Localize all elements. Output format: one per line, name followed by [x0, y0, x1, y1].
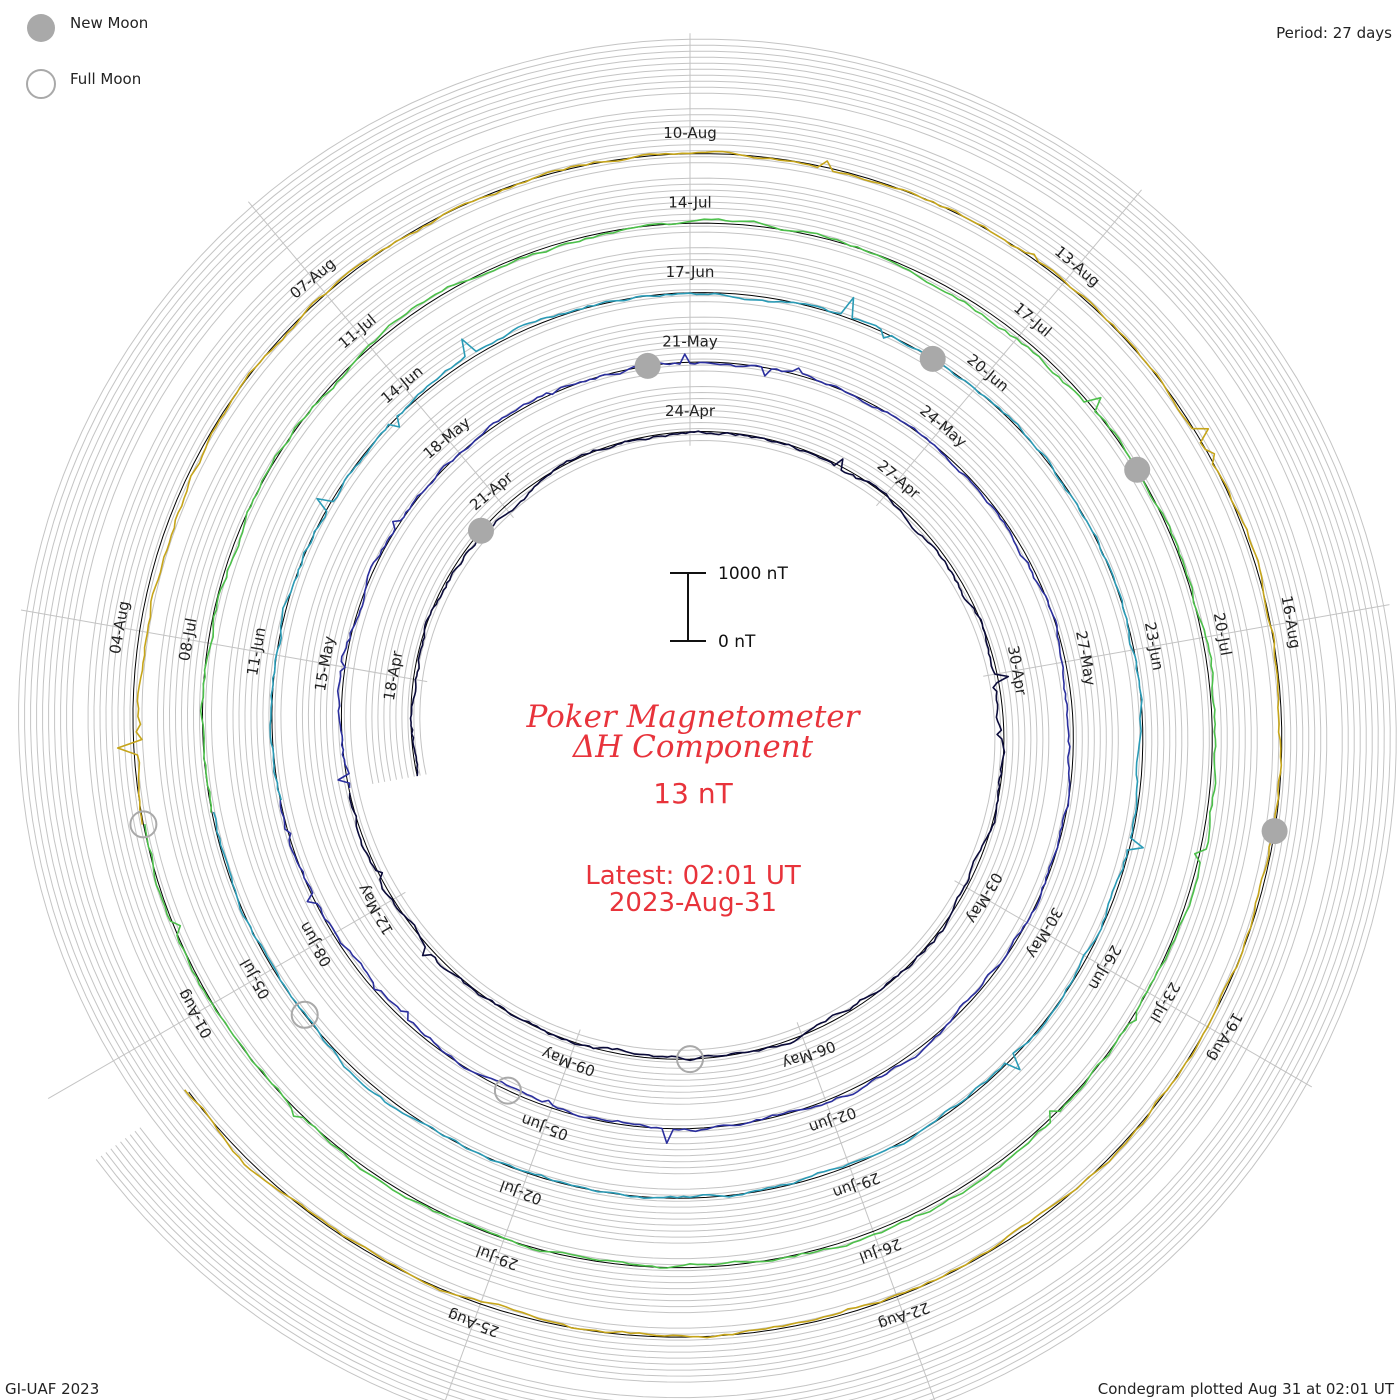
- chart-title-line2: ΔH Component: [572, 729, 814, 765]
- full-moon-marker: [493, 1076, 522, 1105]
- legend-new-moon-label: New Moon: [70, 14, 148, 32]
- full-moon-marker: [290, 1000, 319, 1029]
- date-label: 17-Jun: [666, 263, 715, 281]
- date-label: 16-Aug: [1277, 594, 1304, 650]
- full-moon-marker: [676, 1045, 704, 1074]
- trace-cycle-4: [144, 218, 1217, 1269]
- grid-spoke: [444, 1029, 581, 1400]
- chart-title-line1: Poker Magnetometer: [526, 699, 862, 735]
- new-moon-marker: [919, 345, 946, 372]
- grid-spiral: [36, 56, 1379, 1400]
- legend-full-moon-label: Full Moon: [70, 70, 141, 88]
- date-label: 08-Jul: [175, 617, 200, 663]
- date-label: 27-May: [1072, 629, 1099, 687]
- grid-spoke: [796, 1022, 936, 1400]
- grid-spiral: [72, 92, 1343, 1399]
- grid-spoke: [247, 201, 514, 518]
- trace-cycle-1: [348, 430, 1010, 1062]
- grid-spoke: [954, 880, 1313, 1088]
- date-label: 11-Jul: [335, 311, 380, 353]
- date-label: 30-Apr: [1004, 644, 1031, 697]
- trace-cycle-5: [116, 150, 1283, 1339]
- new-moon-marker: [1261, 818, 1288, 845]
- grid-spiral: [54, 74, 1361, 1400]
- trace-cycle-3: [212, 292, 1144, 1199]
- scale-top-label: 1000 nT: [718, 564, 788, 584]
- moon-markers: [129, 345, 1288, 1105]
- current-value: 13 nT: [653, 777, 733, 810]
- new-moon-marker: [1124, 456, 1151, 483]
- date-label: 10-Aug: [663, 124, 716, 142]
- scale-bottom-label: 0 nT: [718, 632, 756, 652]
- plotted-label: Condegram plotted Aug 31 at 02:01 UT: [1098, 1380, 1395, 1398]
- period-label: Period: 27 days: [1276, 24, 1392, 42]
- grid-spiral: [42, 62, 1373, 1400]
- date-label: 02-Jul: [497, 1177, 544, 1209]
- date-label: 24-Apr: [665, 402, 716, 420]
- grid-spiral: [60, 80, 1355, 1400]
- date-label: 29-Jul: [474, 1242, 521, 1274]
- latest-date: 2023-Aug-31: [609, 888, 777, 918]
- grid-spiral: [30, 50, 1385, 1400]
- scale-bar: [670, 572, 706, 642]
- grid-spoke: [47, 891, 406, 1100]
- date-label: 19-Aug: [1204, 1009, 1246, 1064]
- full-moon-icon: [26, 69, 56, 99]
- new-moon-marker: [468, 517, 494, 544]
- date-label: 30-May: [1023, 904, 1066, 961]
- trace-cycle-2: [279, 353, 1071, 1144]
- grid-spiral: [18, 38, 1397, 1400]
- full-moon-marker: [129, 810, 158, 839]
- grid-spiral: [24, 44, 1391, 1400]
- date-label: 14-Jul: [668, 194, 711, 212]
- new-moon-marker: [634, 352, 661, 379]
- credit-label: GI-UAF 2023: [5, 1380, 99, 1398]
- grid-spoke: [20, 609, 428, 683]
- spiral-grid: [18, 33, 1397, 1400]
- grid-spiral: [66, 86, 1349, 1400]
- new-moon-icon: [27, 14, 55, 42]
- data-traces: [116, 150, 1283, 1339]
- date-label: 21-May: [662, 333, 718, 351]
- latest-time: Latest: 02:01 UT: [585, 861, 801, 891]
- grid-spoke: [876, 189, 1142, 507]
- grid-spoke: [983, 604, 1390, 677]
- date-label: 26-Jul: [857, 1235, 904, 1267]
- grid-spiral: [48, 68, 1367, 1400]
